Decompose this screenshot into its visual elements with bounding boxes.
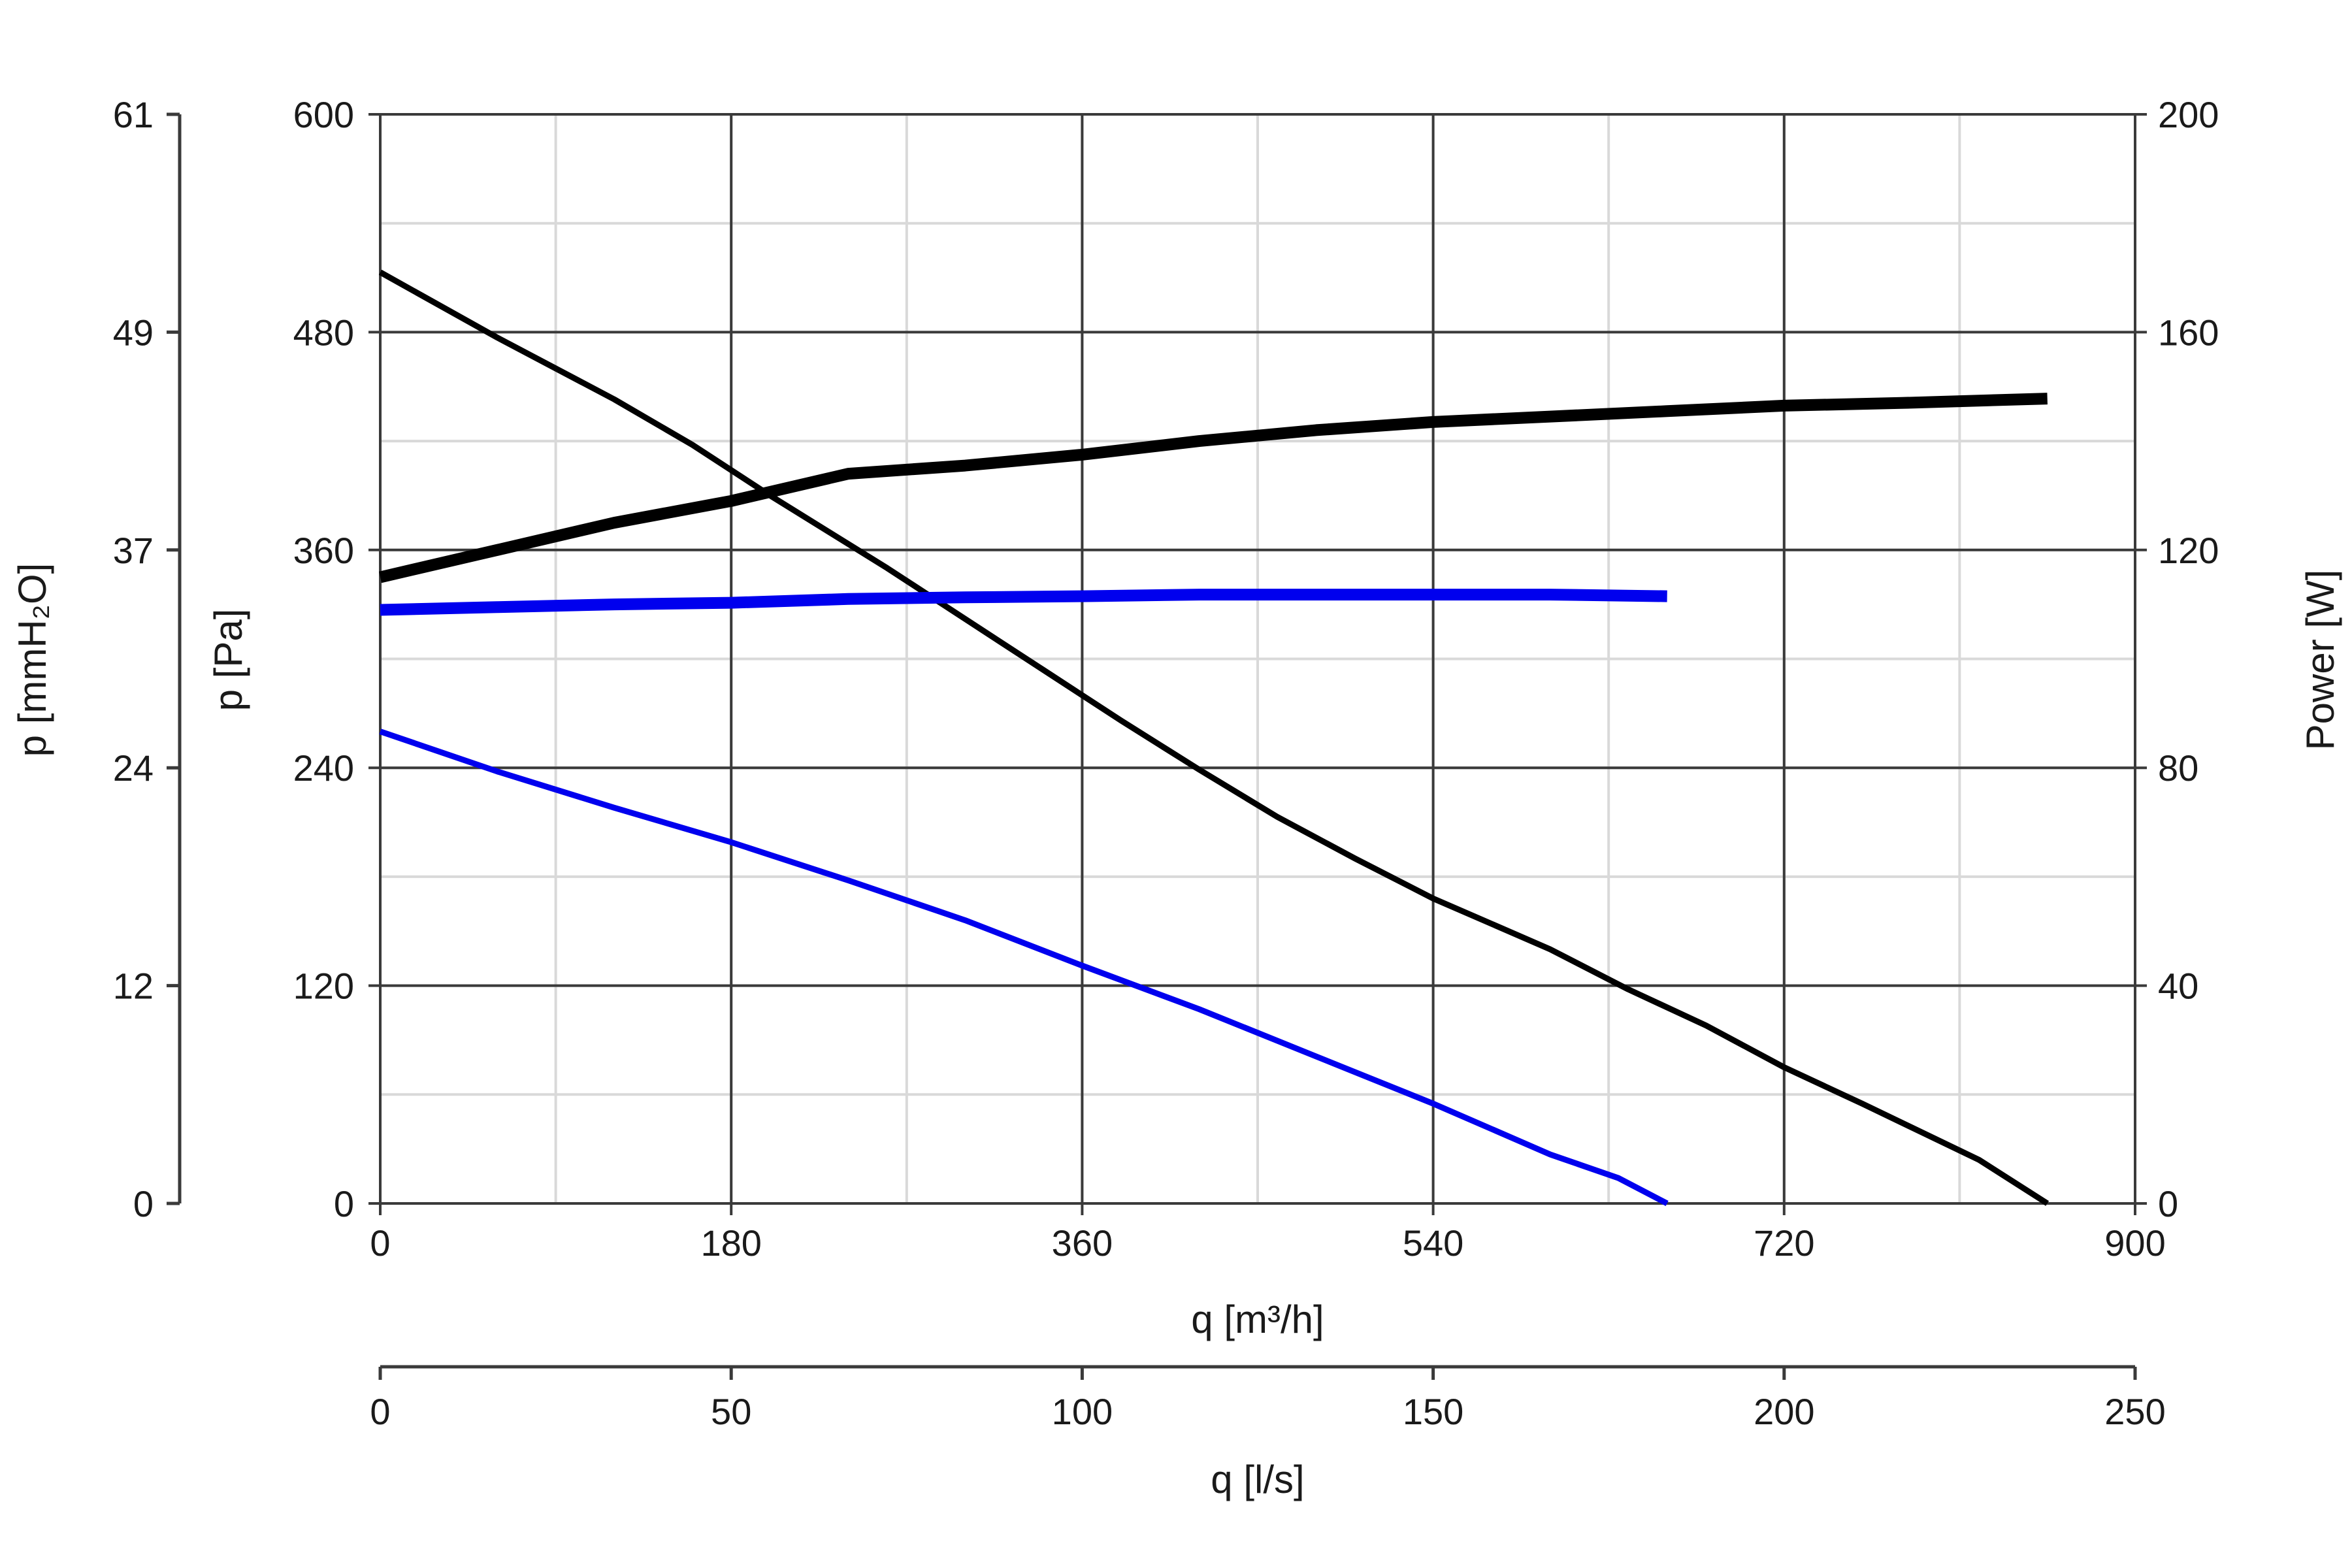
y-tick-label-pa: 480	[293, 312, 354, 353]
y-right-tick-label-power: 40	[2158, 966, 2198, 1007]
x-tick-label-m3h: 900	[2104, 1222, 2165, 1264]
y-tick-label-pa: 240	[293, 747, 354, 789]
y-left-tick-label-mmh2o: 0	[133, 1183, 154, 1224]
x2-tick-label-ls: 250	[2104, 1391, 2165, 1432]
y-tick-label-pa: 120	[293, 966, 354, 1007]
x-tick-label-m3h: 180	[700, 1222, 761, 1264]
y-right-tick-label-power: 80	[2158, 747, 2198, 789]
y-tick-label-pa: 360	[293, 530, 354, 571]
left-pressure-mmh2o-axis: 0 12 24 37 49 61	[113, 94, 182, 1224]
x2-tick-label-ls: 100	[1052, 1391, 1113, 1432]
y-tick-label-pa: 600	[293, 94, 354, 135]
x-tick-label-m3h: 540	[1403, 1222, 1463, 1264]
x2-tick-label-ls: 50	[711, 1391, 751, 1432]
y-axis-title-pa: p [Pa]	[206, 609, 250, 711]
tick-labels: 0 180 360 540 720 900012024036048060004080120…	[293, 94, 2219, 1264]
x2-tick-label-ls: 0	[370, 1391, 390, 1432]
pressure-curve-black	[378, 269, 2050, 1206]
x-tick-label-m3h: 360	[1052, 1222, 1113, 1264]
y-left-tick-label-mmh2o: 49	[113, 312, 154, 353]
x-axis-title-ls: q [l/s]	[1211, 1458, 1304, 1501]
pressure-curve-blue	[379, 728, 1669, 1206]
x-tick-label-m3h: 720	[1754, 1222, 1814, 1264]
y-axis-title-power: Power [W]	[2298, 570, 2342, 751]
curves	[378, 269, 2050, 1206]
y-right-tick-label-power: 200	[2158, 94, 2219, 135]
y-right-tick-label-power: 120	[2158, 530, 2219, 571]
power-curve-black	[378, 393, 2048, 583]
y-left-tick-label-mmh2o: 24	[113, 747, 154, 789]
y-axis-title-mmh2o: p [mmH₂O]	[10, 563, 54, 757]
x2-tick-label-ls: 200	[1754, 1391, 1814, 1432]
major-gridlines	[368, 113, 2147, 1215]
minor-gridlines	[379, 113, 2136, 1205]
x-tick-label-m3h: 0	[370, 1222, 390, 1264]
y-left-tick-label-mmh2o: 12	[113, 966, 154, 1007]
y-tick-label-pa: 0	[334, 1183, 354, 1224]
power-curve-blue	[380, 589, 1667, 616]
y-left-tick-label-mmh2o: 37	[113, 530, 154, 571]
x2-tick-label-ls: 150	[1403, 1391, 1463, 1432]
y-right-tick-label-power: 0	[2158, 1183, 2178, 1224]
x-axis-title-m3h: q [m³/h]	[1191, 1298, 1324, 1341]
y-left-tick-label-mmh2o: 61	[113, 94, 154, 135]
y-right-tick-label-power: 160	[2158, 312, 2219, 353]
bottom-flow-ls-axis: 0 50 100 150 200 250	[370, 1365, 2166, 1432]
